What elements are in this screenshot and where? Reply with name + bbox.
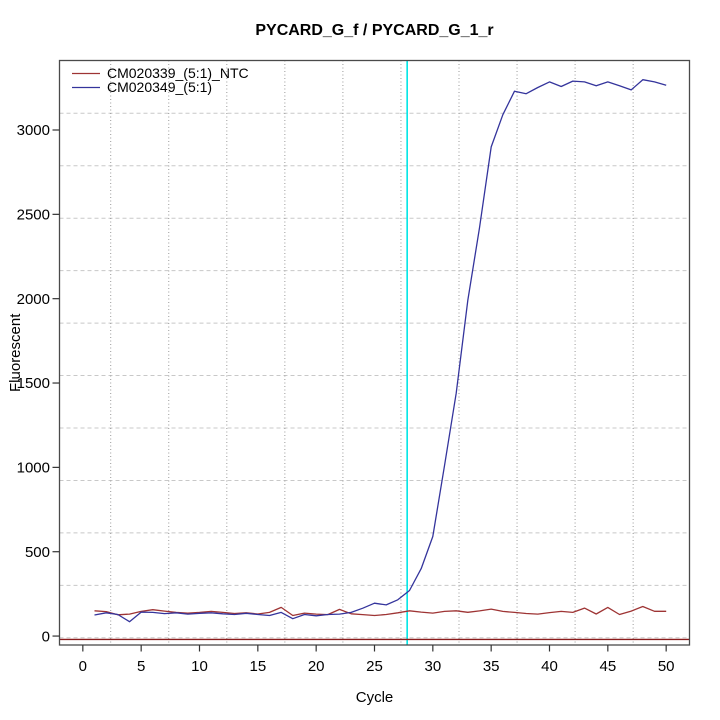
x-axis-ticks	[82, 645, 667, 652]
sample-series-line	[94, 79, 667, 623]
h-gridlines	[59, 112, 690, 639]
y-axis-label: Fluorescent	[7, 313, 24, 392]
y-tick-label: 3000	[17, 122, 50, 139]
v-gridlines	[110, 60, 634, 645]
x-tick-label: 50	[658, 658, 675, 675]
series-lines	[94, 79, 667, 623]
y-tick-label: 500	[25, 544, 50, 561]
y-tick-label: 1000	[17, 460, 50, 477]
y-tick-labels: 0 500 1000 1500 2000 2500 3000	[17, 122, 50, 645]
x-tick-label: 25	[366, 658, 383, 675]
x-tick-label: 30	[424, 658, 441, 675]
x-tick-label: 45	[599, 658, 616, 675]
x-tick-label: 10	[191, 658, 208, 675]
ntc-series-line	[94, 605, 667, 617]
x-axis-label: Cycle	[356, 689, 394, 706]
x-tick-labels: 0 5 10 15 20 25 30 35 40 45 50	[79, 658, 675, 675]
x-tick-label: 5	[137, 658, 145, 675]
x-tick-label: 0	[79, 658, 87, 675]
plot-frame	[58, 59, 691, 646]
legend-label: CM020339_(5:1)_NTC	[107, 65, 249, 81]
reference-lines	[59, 60, 690, 645]
x-tick-label: 20	[308, 658, 325, 675]
chart-title: PYCARD_G_f / PYCARD_G_1_r	[255, 22, 493, 39]
y-tick-label: 2500	[17, 207, 50, 224]
y-tick-label: 2000	[17, 291, 50, 308]
y-axis-ticks	[52, 129, 60, 637]
y-tick-label: 0	[42, 628, 50, 645]
x-tick-label: 35	[483, 658, 500, 675]
y-tick-label: 1500	[17, 375, 50, 392]
x-tick-label: 15	[249, 658, 266, 675]
legend-label: CM020349_(5:1)	[107, 79, 212, 95]
x-tick-label: 40	[541, 658, 558, 675]
